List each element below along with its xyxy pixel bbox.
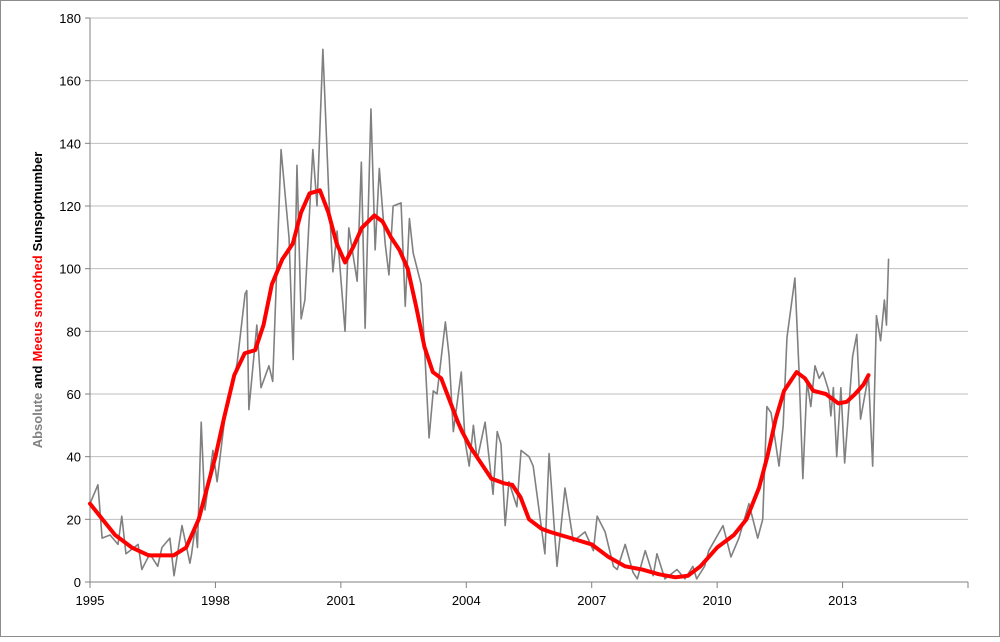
y-tick-label: 100 xyxy=(59,262,81,277)
y-tick-label: 20 xyxy=(67,512,81,527)
x-tick-label: 2001 xyxy=(326,593,355,608)
y-axis-label: Absolute and Meeus smoothed Sunspotnumber xyxy=(30,152,45,449)
y-tick-label: 60 xyxy=(67,387,81,402)
y-axis-label-part: Sunspotnumber xyxy=(30,152,45,252)
x-tick-label: 1995 xyxy=(76,593,105,608)
y-tick-label: 160 xyxy=(59,74,81,89)
y-axis-label-part: Meeus smoothed xyxy=(30,255,45,361)
x-tick-label: 2010 xyxy=(703,593,732,608)
x-tick-label: 2004 xyxy=(452,593,481,608)
series-line xyxy=(88,188,871,580)
y-tick-label: 120 xyxy=(59,199,81,214)
x-tick-label: 1998 xyxy=(201,593,230,608)
y-tick-label: 140 xyxy=(59,136,81,151)
x-tick-label: 2013 xyxy=(828,593,857,608)
y-axis-label-part: and xyxy=(30,366,45,389)
y-tick-label: 80 xyxy=(67,324,81,339)
y-tick-label: 40 xyxy=(67,450,81,465)
y-axis-label-part: Absolute xyxy=(30,393,45,449)
x-tick-label: 2007 xyxy=(577,593,606,608)
y-tick-label: 0 xyxy=(74,575,81,590)
y-tick-label: 180 xyxy=(59,11,81,26)
